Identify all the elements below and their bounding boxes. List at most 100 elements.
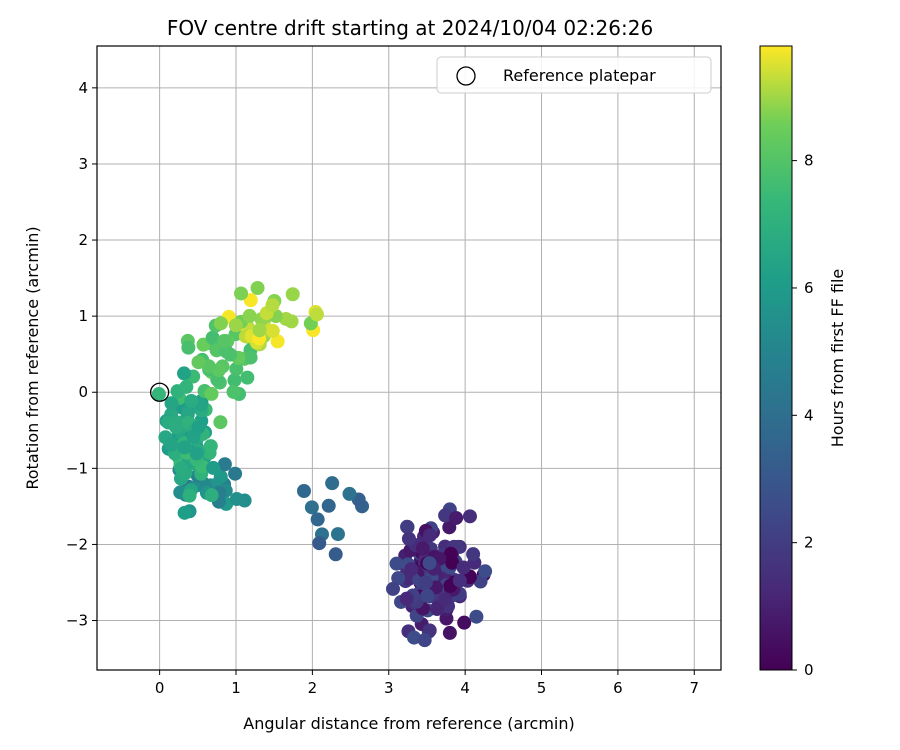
data-point: [204, 386, 219, 401]
legend-marker-ref-circle: [456, 66, 476, 86]
data-point: [228, 466, 243, 481]
data-point: [304, 500, 319, 515]
data-point: [457, 615, 472, 630]
x-tick-label: 5: [537, 679, 547, 697]
data-point: [174, 461, 189, 476]
data-point: [177, 440, 192, 455]
data-point: [223, 347, 238, 362]
data-point: [342, 486, 357, 501]
x-tick-label: 2: [308, 679, 318, 697]
data-point: [205, 330, 220, 345]
data-point: [430, 601, 445, 616]
x-tick-label: 0: [155, 679, 165, 697]
data-point: [243, 350, 258, 365]
data-point: [229, 492, 244, 507]
data-point: [466, 547, 481, 562]
data-point: [217, 457, 232, 472]
data-point: [309, 307, 324, 322]
data-point: [206, 460, 221, 475]
chart-title: FOV centre drift starting at 2024/10/04 …: [167, 16, 653, 40]
data-point: [270, 334, 285, 349]
data-point: [227, 373, 242, 388]
y-tick-label: −1: [66, 459, 88, 477]
data-point: [164, 437, 179, 452]
data-point: [442, 625, 457, 640]
data-point: [422, 556, 437, 571]
data-point: [478, 564, 493, 579]
data-point: [151, 387, 166, 402]
colorbar-ticks: 0 2 4 6 8: [792, 152, 814, 679]
data-point: [391, 571, 406, 586]
x-tick-label: 1: [231, 679, 241, 697]
data-point: [164, 396, 179, 411]
data-point: [284, 314, 299, 329]
colorbar-tick-label: 6: [804, 279, 814, 297]
data-point: [191, 355, 206, 370]
axis-ticks: 0 1 2 3 4 5 6 7 −3 −2 −1 0 1 2 3 4: [66, 79, 699, 697]
y-tick-label: 4: [78, 79, 88, 97]
x-tick-label: 4: [460, 679, 470, 697]
x-axis-label: Angular distance from reference (arcmin): [243, 714, 574, 733]
colorbar-label: Hours from first FF file: [828, 269, 847, 448]
data-point: [177, 366, 192, 381]
colorbar: 0 2 4 6 8 Hours from first FF file: [759, 45, 847, 679]
data-point: [386, 581, 401, 596]
y-tick-label: 2: [78, 231, 88, 249]
data-point: [445, 555, 460, 570]
data-point: [250, 281, 265, 296]
data-point: [265, 298, 280, 313]
data-point: [179, 379, 194, 394]
data-point: [449, 510, 464, 525]
data-point: [234, 286, 249, 301]
data-point: [240, 370, 255, 385]
data-point: [452, 573, 467, 588]
data-point: [438, 592, 453, 607]
x-tick-label: 6: [613, 679, 623, 697]
data-point: [242, 308, 257, 323]
data-point: [389, 556, 404, 571]
plot-frame: [96, 45, 722, 671]
data-point: [169, 420, 184, 435]
reference-platepar-marker: [149, 382, 170, 402]
data-point: [296, 483, 311, 498]
data-point: [417, 633, 432, 648]
y-tick-label: 1: [78, 307, 88, 325]
data-point: [438, 508, 453, 523]
data-point: [399, 591, 414, 606]
data-point: [310, 512, 325, 527]
y-tick-label: 3: [78, 155, 88, 173]
legend-entry-reference: Reference platepar: [503, 66, 656, 85]
x-tick-label: 7: [689, 679, 699, 697]
data-point: [330, 527, 345, 542]
x-tick-label: 3: [384, 679, 394, 697]
legend-box: [436, 56, 712, 94]
data-point: [456, 560, 471, 575]
data-point: [328, 547, 343, 562]
data-point: [184, 394, 199, 409]
data-point: [265, 323, 280, 338]
data-point: [462, 509, 477, 524]
data-point: [401, 531, 416, 546]
y-tick-label: 0: [78, 383, 88, 401]
y-axis-label: Rotation from reference (arcmin): [23, 226, 42, 489]
colorbar-gradient: [759, 45, 793, 671]
plot-markers: [151, 281, 493, 648]
data-point: [418, 575, 433, 590]
data-point: [400, 519, 415, 534]
colorbar-tick-label: 4: [804, 406, 814, 424]
colorbar-tick-label: 2: [804, 534, 814, 552]
data-point: [182, 488, 197, 503]
data-point: [285, 287, 300, 302]
data-point: [325, 476, 340, 491]
data-point: [189, 446, 204, 461]
data-point: [312, 536, 327, 551]
data-point: [181, 340, 196, 355]
data-point: [191, 420, 206, 435]
data-point: [213, 316, 228, 331]
data-point: [415, 541, 430, 556]
data-point: [404, 562, 419, 577]
y-tick-label: −3: [66, 612, 88, 630]
colorbar-tick-label: 0: [804, 661, 814, 679]
y-tick-label: −2: [66, 535, 88, 553]
